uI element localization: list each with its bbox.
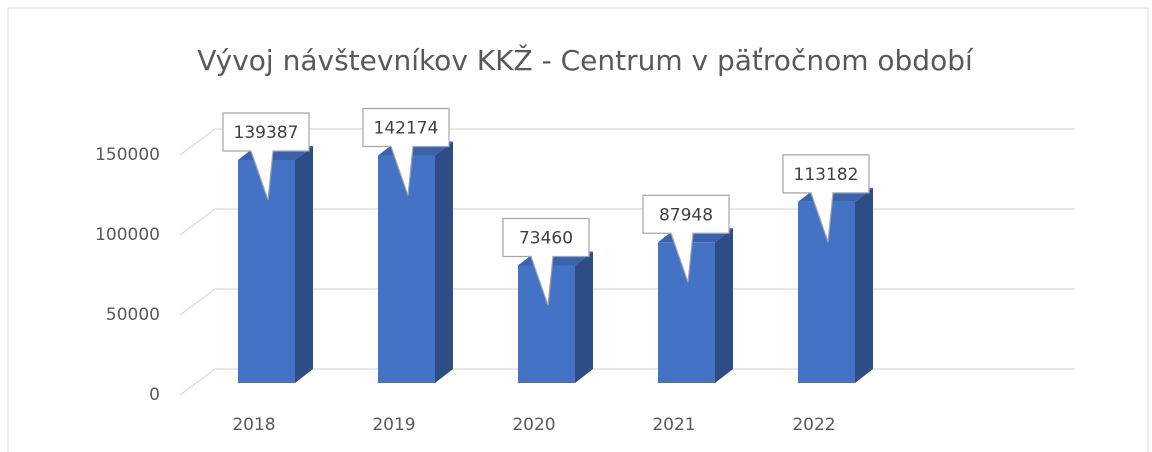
bar-side	[575, 251, 593, 383]
y-tick-label: 50000	[106, 305, 160, 325]
data-label: 73460	[519, 228, 573, 248]
grid-line	[179, 208, 1075, 236]
bar-side	[855, 187, 873, 383]
grid-line	[179, 368, 1075, 396]
data-label: 87948	[659, 205, 713, 225]
y-tick-label: 150000	[95, 145, 160, 165]
y-tick-label: 0	[149, 385, 160, 405]
data-label: 139387	[234, 123, 299, 143]
x-tick-label: 2022	[792, 415, 835, 435]
bar	[378, 155, 435, 383]
bar-side	[295, 145, 313, 383]
x-tick-label: 2021	[652, 415, 695, 435]
chart-title: Vývoj návštevníkov KKŽ - Centrum v päťro…	[197, 43, 974, 77]
bar-side	[715, 228, 733, 383]
data-label: 142174	[374, 119, 439, 139]
callout	[642, 194, 730, 283]
y-tick-label: 100000	[95, 225, 160, 245]
callout	[222, 112, 310, 201]
x-tick-label: 2020	[512, 415, 555, 435]
grid-line	[179, 128, 1075, 156]
bar-side	[435, 141, 453, 383]
x-tick-label: 2019	[372, 415, 415, 435]
x-tick-label: 2018	[232, 415, 275, 435]
callout	[362, 107, 450, 196]
data-label: 113182	[794, 165, 859, 185]
grid-line	[179, 288, 1075, 316]
chart-border	[7, 7, 1149, 452]
callout	[502, 217, 590, 306]
callout	[782, 154, 870, 243]
